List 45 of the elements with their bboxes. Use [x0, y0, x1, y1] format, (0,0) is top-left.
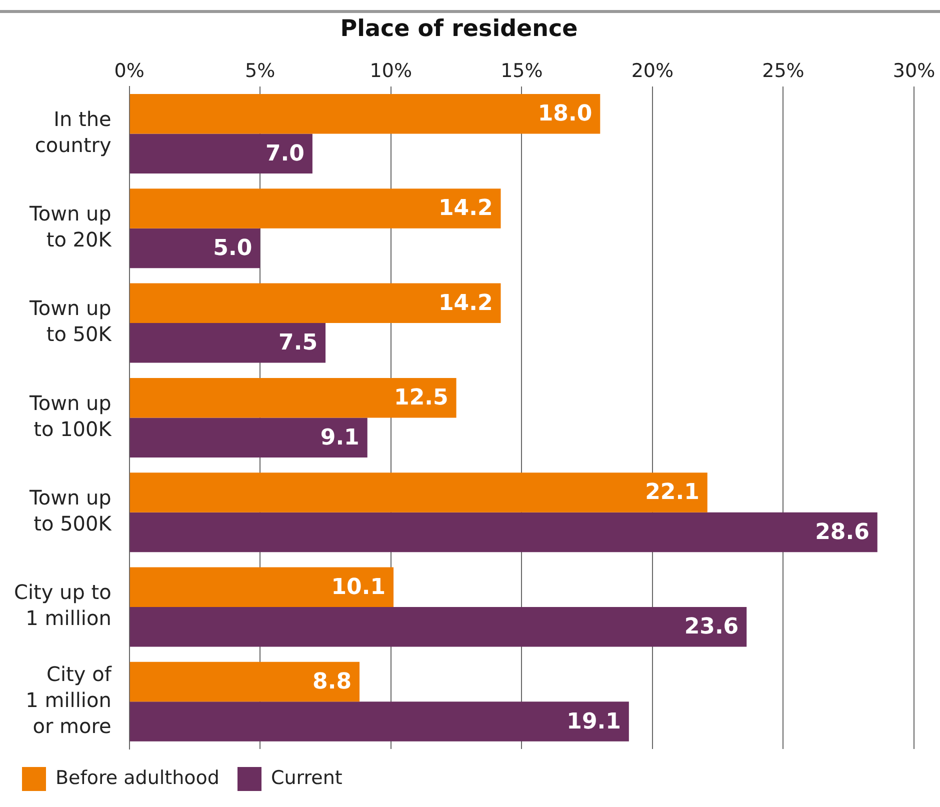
bar — [130, 283, 501, 324]
y-tick-label: Town up to 500K — [28, 486, 112, 536]
y-tick-label: Town up to 50K — [28, 296, 112, 346]
bar — [130, 378, 456, 418]
data-label: 14.2 — [438, 290, 493, 316]
data-label: 10.1 — [331, 574, 386, 600]
data-label: 7.0 — [265, 141, 304, 166]
data-label: 12.5 — [394, 386, 448, 411]
legend-label: Before adulthood — [56, 766, 220, 789]
data-label: 14.2 — [438, 196, 493, 222]
x-tick-label: 10% — [370, 60, 412, 82]
bar — [130, 662, 360, 702]
y-tick-label: Town up to 20K — [28, 202, 112, 252]
bar — [130, 94, 600, 134]
data-label: 5.0 — [213, 236, 252, 261]
x-tick-label: 5% — [245, 60, 276, 82]
x-tick-label: 15% — [500, 60, 543, 82]
x-tick-label: 0% — [114, 60, 144, 82]
legend-label: Current — [270, 766, 342, 789]
x-tick-label: 30% — [892, 60, 936, 82]
data-label: 28.6 — [815, 520, 870, 545]
bar — [130, 418, 368, 458]
x-tick-label: 25% — [762, 60, 804, 82]
data-label: 22.1 — [645, 480, 700, 506]
x-tick-label: 20% — [631, 60, 674, 82]
data-label: 18.0 — [538, 102, 592, 127]
y-tick-label: City up to 1 million — [14, 580, 112, 630]
data-label: 9.1 — [320, 425, 360, 450]
bar — [130, 702, 629, 742]
data-label: 7.5 — [278, 330, 318, 356]
y-tick-label: In the country — [34, 106, 112, 157]
bar — [130, 567, 394, 608]
data-label: 23.6 — [684, 614, 739, 640]
chart-title: Place of residence — [340, 16, 578, 42]
bar — [130, 607, 747, 647]
bar — [130, 323, 326, 363]
bar — [130, 228, 260, 268]
bar — [130, 188, 501, 228]
data-label: 8.8 — [312, 670, 352, 695]
bar — [130, 134, 312, 174]
bar — [130, 512, 878, 552]
y-tick-label: City of 1 million or more — [26, 662, 112, 738]
data-label: 19.1 — [566, 709, 621, 734]
bar — [130, 472, 708, 512]
y-tick-label: Town up to 100K — [28, 390, 112, 441]
